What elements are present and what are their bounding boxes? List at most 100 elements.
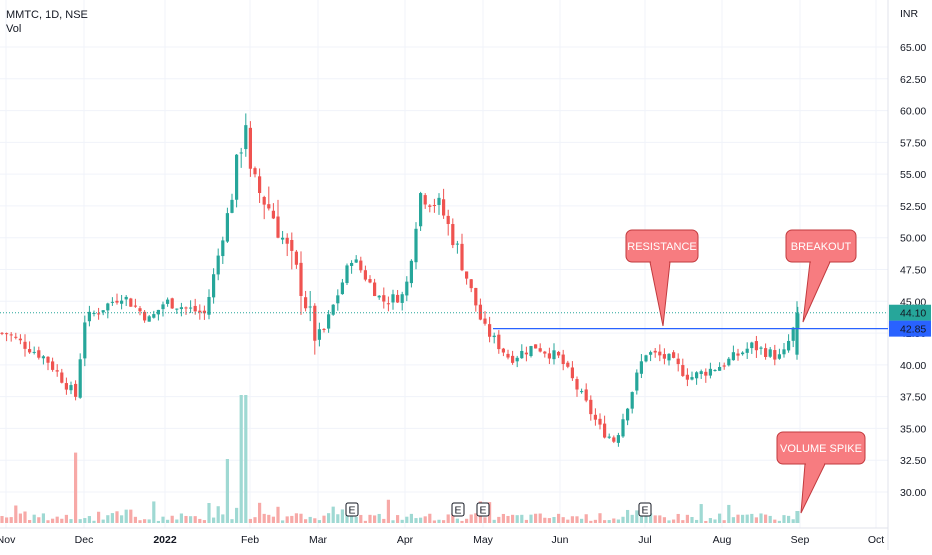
- candle-body: [667, 353, 671, 361]
- candle-body: [791, 327, 795, 341]
- volume-bar: [787, 515, 791, 523]
- candle-body: [621, 419, 625, 437]
- candle-body: [658, 351, 662, 356]
- x-tick-label: Jul: [638, 534, 651, 546]
- y-tick-label: 55.00: [900, 169, 926, 181]
- earnings-marker[interactable]: [476, 502, 490, 517]
- volume-bar: [239, 395, 243, 523]
- volume-bar: [106, 515, 110, 523]
- candle-body: [455, 243, 459, 245]
- volume-bar: [308, 516, 312, 523]
- volume-bar: [603, 520, 607, 523]
- candle-body: [386, 303, 390, 305]
- symbol-title[interactable]: MMTC, 1D, NSE: [6, 9, 88, 21]
- volume-legend[interactable]: Vol: [6, 23, 22, 35]
- volume-bar: [156, 520, 160, 523]
- candle-body: [593, 414, 597, 420]
- candle-body: [377, 295, 381, 298]
- candle-body: [396, 294, 400, 303]
- volume-bar: [202, 520, 206, 523]
- candle-body: [18, 338, 22, 341]
- candle-body: [276, 216, 280, 238]
- candle-body: [55, 370, 59, 372]
- volume-bar: [313, 518, 317, 523]
- earnings-marker-label: E: [454, 505, 461, 517]
- volume-bar: [336, 514, 340, 523]
- candle-body: [363, 270, 367, 280]
- candle-body: [281, 237, 285, 240]
- candle-body: [409, 260, 413, 284]
- volume-bar: [506, 515, 510, 523]
- candle-body: [258, 176, 262, 194]
- candle-body: [221, 240, 225, 257]
- x-tick-label: Mar: [309, 534, 328, 546]
- candle-body: [584, 389, 588, 401]
- volume-bar: [405, 516, 409, 523]
- price-label-text: 44.10: [900, 308, 926, 320]
- candle-body: [340, 282, 344, 295]
- volume-bar: [695, 519, 699, 523]
- y-tick-label: 32.50: [900, 455, 926, 467]
- candle-body: [74, 383, 78, 397]
- candle-body: [14, 336, 18, 338]
- candle-body: [78, 359, 82, 398]
- candle-body: [704, 371, 708, 376]
- candle-body: [460, 243, 464, 271]
- candle-body: [451, 224, 455, 246]
- x-tick-label: Feb: [241, 534, 259, 546]
- volume-bar: [584, 514, 588, 523]
- candle-body: [382, 295, 386, 302]
- candle-body: [566, 362, 570, 367]
- volume-bar: [621, 516, 625, 523]
- volume-bar: [294, 513, 298, 523]
- volume-bar: [198, 518, 202, 523]
- volume-bar: [382, 518, 386, 523]
- volume-bar: [101, 519, 105, 523]
- candle-body: [373, 282, 377, 297]
- candle-body: [589, 399, 593, 415]
- volume-bar: [299, 513, 303, 523]
- y-tick-label: 47.50: [900, 265, 926, 277]
- earnings-marker[interactable]: [345, 502, 359, 517]
- volume-bar: [626, 509, 630, 523]
- volume-bar: [524, 519, 528, 523]
- volume-bar: [377, 513, 381, 523]
- volume-bar: [764, 514, 768, 523]
- candle-body: [644, 355, 648, 362]
- candle-body: [626, 408, 630, 421]
- candle-body: [754, 341, 758, 351]
- candle-body: [469, 279, 473, 289]
- volume-bar: [547, 518, 551, 523]
- volume-bar: [5, 517, 9, 523]
- volume-bar: [74, 452, 78, 523]
- candle-body: [524, 352, 528, 355]
- volume-bar: [143, 519, 147, 523]
- volume-bar: [359, 514, 363, 523]
- earnings-marker[interactable]: [638, 502, 652, 517]
- earnings-marker-label: E: [641, 505, 648, 517]
- candle-body: [161, 304, 165, 310]
- candle-body: [115, 300, 119, 303]
- volume-bar: [538, 513, 542, 523]
- callout-joint: [806, 462, 824, 465]
- volume-bar: [685, 514, 689, 523]
- candle-body: [745, 348, 749, 353]
- volume-bar: [612, 518, 616, 523]
- candle-body: [552, 350, 556, 360]
- volume-bar: [285, 516, 289, 523]
- candle-body: [147, 316, 151, 322]
- volume-bar: [322, 515, 326, 523]
- volume-bar: [207, 503, 211, 523]
- candle-body: [506, 353, 510, 358]
- candle-body: [570, 367, 574, 379]
- volume-bar: [616, 519, 620, 523]
- volume-bar: [235, 507, 239, 523]
- volume-bar: [350, 514, 354, 523]
- candle-body: [28, 349, 32, 353]
- earnings-marker[interactable]: [451, 502, 465, 517]
- volume-bar: [736, 514, 740, 523]
- candle-body: [317, 329, 321, 340]
- candle-body: [101, 310, 105, 313]
